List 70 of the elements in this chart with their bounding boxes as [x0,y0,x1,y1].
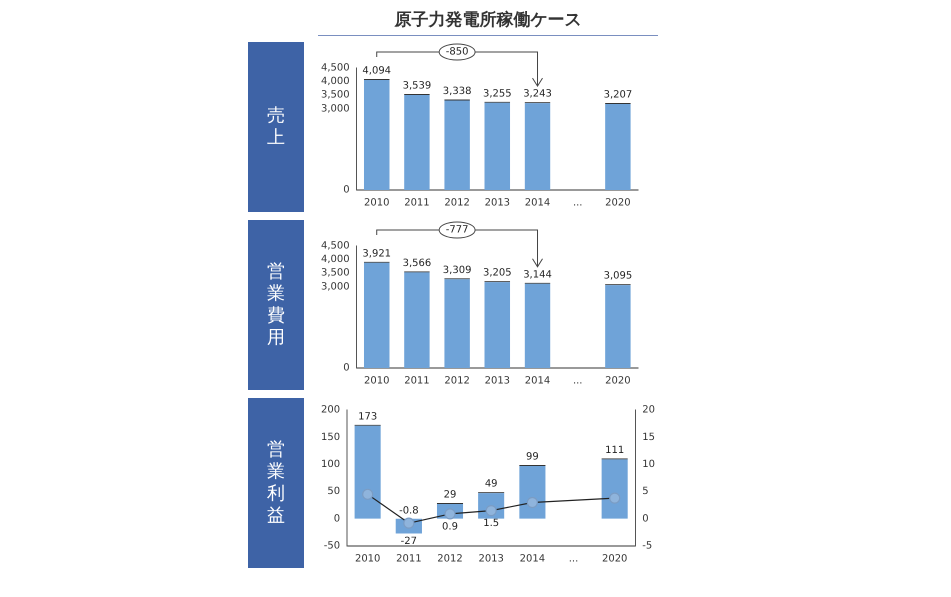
x-tick-label: 2010 [364,376,390,387]
y2-tick-label: 0 [642,513,649,524]
x-tick-label: 2014 [524,376,550,387]
data-label: 3,338 [442,86,472,98]
data-label: 3,309 [442,264,472,276]
data-label: 3,207 [604,90,632,101]
y-tick-label: 4,500 [320,62,350,74]
x-tick-label: 2011 [404,376,430,387]
text: -777 [446,224,468,236]
data-label: 29 [444,490,456,501]
data-label: 1.5 [483,518,500,530]
y-tick-label: 50 [327,486,340,498]
data-label: 3,095 [604,270,632,282]
x-tick-label: ... [572,198,582,209]
y-tick-label: 3,500 [320,268,350,279]
chart-title: 原子力発電所稼働ケース [318,8,658,36]
data-label: 3,255 [482,88,512,100]
y-tick-label: 3,000 [320,103,350,114]
data-label: 3,539 [402,80,432,92]
y2-tick-label: 20 [642,404,656,416]
x-tick-label: 2020 [602,554,628,565]
x-tick-label: 2020 [605,376,631,387]
y-tick-label: 3,000 [320,281,350,292]
data-label: 0.9 [442,522,458,532]
data-label: 173 [358,411,378,422]
x-tick-label: 2013 [478,554,504,565]
x-tick-label: 2020 [605,198,631,209]
y-tick-label: -50 [324,540,340,552]
x-tick-label: 2012 [444,376,470,387]
x-tick-label: 2012 [437,554,463,565]
data-label: -27 [400,536,418,548]
x-tick-label: 2013 [484,198,510,209]
header-box: 営業利益 [248,398,304,568]
data-label: 3,566 [402,258,432,269]
y-tick-label: 4,500 [320,240,350,252]
x-tick-label: 2010 [354,554,380,565]
data-label: 3,243 [523,88,552,100]
data-label: 4,094 [362,66,392,77]
data-label: 111 [605,445,624,456]
y-tick-label: 100 [320,458,340,470]
header-box: 営業費用 [248,220,304,390]
y-tick-label: 150 [320,432,340,443]
x-tick-label: ... [568,554,578,565]
header-box: 売上 [248,42,304,212]
y-tick-label: 0 [343,362,350,374]
data-label: 3,205 [482,268,512,279]
y2-tick-label: 10 [642,458,656,470]
data-label: 49 [484,478,498,490]
y-tick-label: 0 [343,184,350,196]
x-tick-label: 2011 [396,554,422,565]
text: -850 [446,46,468,58]
data-label: 3,921 [362,248,392,260]
data-label: -0.8 [399,506,419,517]
y-tick-label: 4,000 [320,76,350,88]
x-tick-label: 2013 [484,376,510,387]
y-tick-label: 3,500 [320,90,350,101]
x-tick-label: 2011 [404,198,430,209]
data-label: 99 [526,452,539,463]
y2-tick-label: 15 [642,432,656,443]
x-tick-label: 2010 [364,198,390,209]
x-tick-label: 2014 [520,554,546,565]
data-label: 3,144 [523,269,552,280]
y-tick-label: 200 [320,404,340,416]
y2-tick-label: -5 [642,540,652,552]
x-tick-label: 2012 [444,198,470,209]
y2-tick-label: 5 [642,486,649,498]
x-tick-label: ... [572,376,582,387]
y-tick-label: 0 [334,513,340,524]
x-tick-label: 2014 [524,198,550,209]
y-tick-label: 4,000 [320,254,350,266]
